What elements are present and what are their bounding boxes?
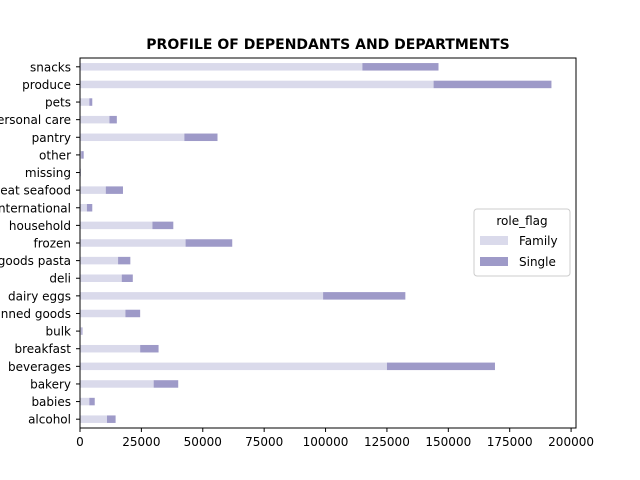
y-tick-label: other: [39, 148, 71, 162]
y-tick-label: pets: [45, 96, 71, 110]
bar-family-pantry: [80, 133, 185, 142]
bar-family-meat-seafood: [80, 186, 106, 194]
y-tick-label: produce: [22, 78, 71, 92]
bar-single-international: [86, 204, 93, 212]
y-tick-label: breakfast: [14, 342, 71, 356]
legend-swatch-family: [480, 236, 508, 245]
bar-family-produce: [80, 80, 434, 89]
legend: role_flag Family Single: [473, 208, 571, 277]
y-tick-label: babies: [31, 395, 71, 409]
bar-family-bakery: [80, 380, 154, 388]
bar-family-dairy-eggs: [80, 292, 324, 300]
y-tick-label: snacks: [30, 60, 71, 74]
y-tick-label: household: [9, 219, 71, 233]
y-tick-label: dry goods pasta: [0, 254, 71, 268]
y-tick-label: beverages: [8, 360, 71, 374]
bar-single-frozen: [185, 239, 233, 247]
y-tick-label: missing: [25, 166, 71, 180]
legend-label-single: Single: [519, 255, 556, 269]
y-tick-label: frozen: [33, 237, 71, 251]
x-tick-label: 0: [76, 435, 84, 449]
bar-family-snacks: [80, 63, 363, 71]
bar-family-international: [80, 204, 87, 212]
bars-layer: [80, 63, 552, 423]
bar-single-household: [152, 221, 174, 230]
bar-family-frozen: [80, 239, 186, 247]
bar-single-bakery: [153, 380, 179, 388]
bar-family-canned-goods: [80, 309, 126, 318]
y-tick-label: international: [0, 201, 71, 215]
bar-family-alcohol: [80, 415, 108, 423]
x-tick-label: 150000: [425, 435, 471, 449]
y-tick-label: alcohol: [28, 413, 71, 427]
bar-single-pets: [89, 98, 93, 106]
bar-single-dairy-eggs: [323, 292, 406, 300]
bar-single-meat-seafood: [105, 186, 123, 194]
bar-single-pantry: [184, 133, 218, 142]
y-tick-label: personal care: [0, 113, 71, 127]
x-tick-label: 75000: [245, 435, 283, 449]
bar-family-pets: [80, 98, 90, 106]
legend-label-family: Family: [519, 234, 558, 248]
x-tick-label: 200000: [548, 435, 594, 449]
bar-family-babies: [80, 397, 90, 406]
legend-title: role_flag: [496, 214, 547, 228]
x-tick-label: 25000: [122, 435, 160, 449]
bar-single-produce: [433, 80, 552, 89]
bar-family-beverages: [80, 362, 387, 371]
bar-family-dry-goods-pasta: [80, 256, 119, 265]
legend-swatch-single: [480, 257, 508, 266]
bar-single-canned-goods: [125, 309, 141, 318]
y-tick-label: dairy eggs: [8, 289, 71, 303]
bar-family-other: [80, 151, 82, 159]
bar-single-beverages: [386, 362, 495, 371]
x-tick-label: 50000: [184, 435, 222, 449]
bar-single-alcohol: [107, 415, 116, 423]
y-tick-label: bulk: [45, 325, 71, 339]
bar-family-breakfast: [80, 344, 141, 353]
bar-family-household: [80, 221, 153, 230]
y-axis: alcohol babies bakery beverages breakfast bul…: [0, 60, 80, 427]
bar-single-dry-goods-pasta: [118, 256, 131, 265]
bar-single-snacks: [362, 63, 439, 71]
x-axis: 0 25000 50000 75000 100000 125000 150000 175000…: [76, 428, 594, 449]
bar-single-babies: [89, 397, 95, 406]
y-tick-label: meat seafood: [0, 184, 71, 198]
bar-family-deli: [80, 274, 122, 282]
x-tick-label: 175000: [487, 435, 533, 449]
y-tick-label: pantry: [32, 131, 71, 145]
chart-title: PROFILE OF DEPENDANTS AND DEPARTMENTS: [146, 37, 509, 53]
y-tick-label: canned goods: [0, 307, 71, 321]
bar-single-other: [81, 151, 84, 159]
bar-single-bulk: [81, 327, 83, 335]
bar-family-bulk: [80, 327, 82, 335]
y-tick-label: bakery: [30, 377, 71, 391]
y-tick-label: deli: [49, 272, 71, 286]
x-tick-label: 100000: [303, 435, 349, 449]
bar-single-breakfast: [140, 344, 159, 353]
bar-single-deli: [121, 274, 133, 282]
x-tick-label: 125000: [364, 435, 410, 449]
bar-single-personal-care: [109, 115, 117, 124]
bar-family-personal-care: [80, 115, 110, 124]
